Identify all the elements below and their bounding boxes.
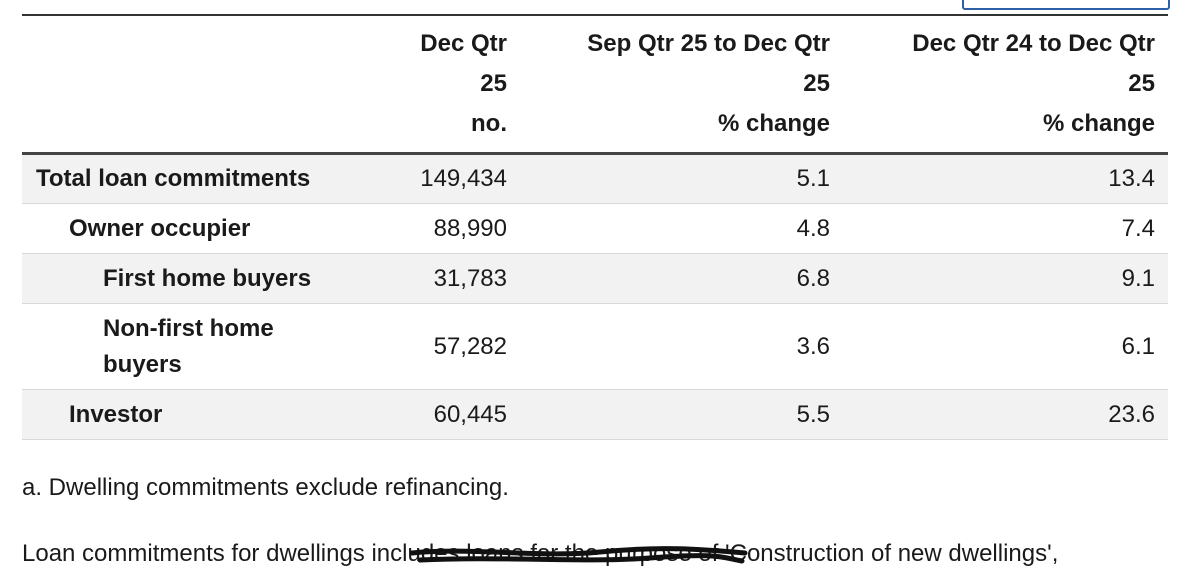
column-header: Sep Qtr 25 to Dec Qtr 25 % change (570, 24, 830, 144)
cell: 88,990 (433, 214, 507, 242)
table-row: Total loan commitments 149,434 5.1 13.4 (22, 155, 1168, 204)
scribble (409, 546, 748, 564)
cell: 149,434 (420, 165, 507, 192)
cell: 5.5 (796, 400, 830, 428)
cell: 6.8 (796, 264, 830, 292)
cell: 5.1 (796, 165, 830, 192)
cell: 3.6 (796, 332, 830, 360)
header-text: Dec Qtr 25 (420, 30, 507, 97)
row-label: First home buyers (103, 264, 312, 292)
table-row: Non-first home buyers 57,282 3.6 6.1 (22, 304, 1168, 390)
cell: 7.4 (1121, 214, 1155, 242)
header-unit: % change (1042, 110, 1155, 137)
cell: 13.4 (1108, 165, 1155, 192)
cell: 9.1 (1121, 264, 1155, 292)
header-text: Dec Qtr 24 to Dec Qtr 25 (912, 30, 1155, 97)
header-text: Sep Qtr 25 to Dec Qtr 25 (587, 30, 830, 97)
row-label: Owner occupier (69, 214, 251, 242)
footnote: a. Dwelling commitments exclude refinanc… (22, 474, 509, 501)
row-label: Total loan commitments (36, 165, 311, 192)
table-row: Owner occupier 88,990 4.8 7.4 (22, 204, 1168, 254)
cell: 4.8 (796, 214, 830, 242)
button[interactable] (962, 0, 1170, 10)
table-row: Investor 60,445 5.5 23.6 (22, 390, 1168, 440)
row-label: Investor (69, 400, 163, 428)
header-unit: no. (471, 110, 507, 137)
cell: 31,783 (433, 264, 507, 292)
table-row: First home buyers 31,783 6.8 9.1 (22, 254, 1168, 304)
rule (22, 14, 1168, 16)
row-label: Non-first home buyers (103, 314, 274, 378)
cell: 6.1 (1121, 332, 1155, 360)
cell: 57,282 (433, 332, 507, 360)
column-header: Dec Qtr 24 to Dec Qtr 25 % change (895, 24, 1155, 144)
header-unit: % change (717, 110, 830, 137)
column-header: Dec Qtr 25 no. (397, 24, 507, 144)
rule (22, 152, 1168, 155)
cell: 23.6 (1108, 400, 1155, 428)
cell: 60,445 (433, 400, 507, 428)
